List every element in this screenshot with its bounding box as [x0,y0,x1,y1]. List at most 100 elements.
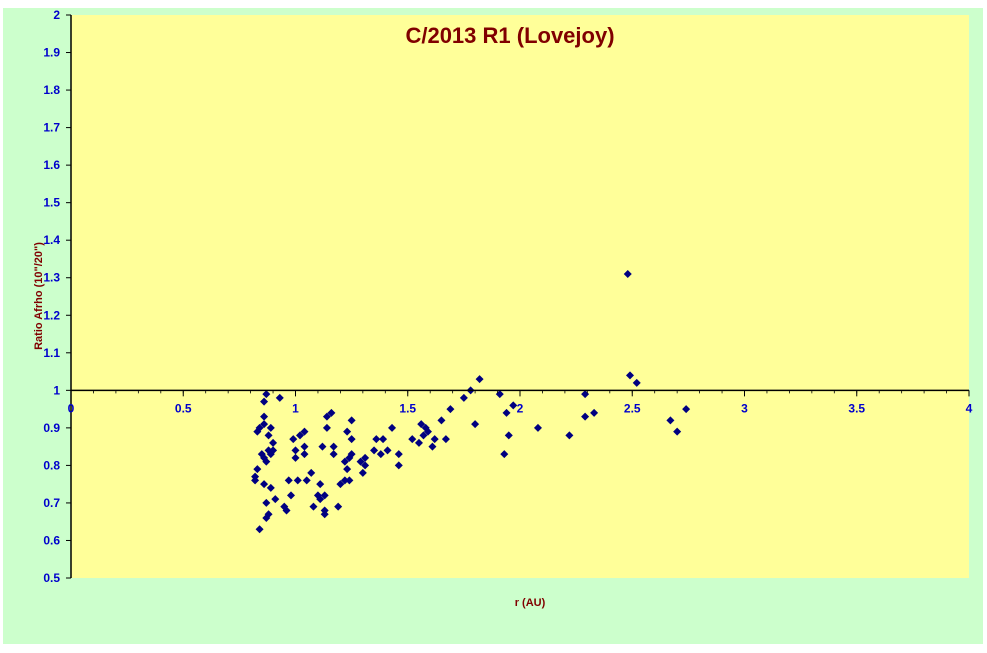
data-point [336,480,345,489]
data-point [632,378,641,387]
x-tick-label: 1 [292,401,299,415]
x-tick-label: 2 [517,401,524,415]
data-point [322,412,331,421]
data-point [300,450,309,459]
y-tick-label: 1.4 [43,233,60,247]
y-tick-label: 1.6 [43,158,60,172]
y-tick-label: 1.1 [43,346,60,360]
x-axis-title: r (AU) [515,597,546,609]
y-axis: 0.5 0.6 0.7 0.8 0.9 1 1.1 1.2 1.3 1.4 1.5 1.6 1.7 1.8… [43,8,72,585]
data-point [307,468,316,477]
data-point [441,435,450,444]
data-point [345,476,354,485]
y-tick-label: 1.9 [43,46,60,60]
data-point [533,423,542,432]
data-point [262,498,271,507]
data-point [255,423,264,432]
data-point [372,435,381,444]
data-point [287,491,296,500]
y-tick-label: 1.2 [43,308,60,322]
data-point [322,423,331,432]
data-point [347,416,356,425]
data-point [356,457,365,466]
y-tick-label: 1.3 [43,271,60,285]
data-point [509,401,518,410]
data-point [437,416,446,425]
y-tick-label: 0.8 [43,458,60,472]
data-point [284,476,293,485]
data-point [376,450,385,459]
data-point [673,427,682,436]
data-point [475,375,484,384]
plot-area [71,15,969,578]
data-point [666,416,675,425]
data-point [343,465,352,474]
x-axis: 0 0.5 1 1.5 2 2.5 3 3.5 4 [68,389,973,415]
data-point [682,405,691,414]
data-point [370,446,379,455]
data-point [471,420,480,429]
data-point [309,502,318,511]
data-point [295,431,304,440]
data-point [383,446,392,455]
y-tick-label: 0.6 [43,533,60,547]
data-point [262,390,271,399]
data-point [253,465,262,474]
data-point [269,438,278,447]
y-tick-label: 2 [53,8,60,22]
data-point [340,476,349,485]
data-point [500,450,509,459]
data-point [504,431,513,440]
data-point [394,461,403,470]
y-tick-label: 1.5 [43,196,60,210]
data-point [446,405,455,414]
y-tick-label: 0.5 [43,571,60,585]
data-point [502,408,511,417]
data-point [428,442,437,451]
data-point [327,408,336,417]
data-point [358,468,367,477]
chart-title: C/2013 R1 (Lovejoy) [405,23,614,48]
data-point [262,457,271,466]
data-point [302,476,311,485]
data-point [623,269,632,278]
data-point [318,442,327,451]
data-point [291,453,300,462]
y-tick-label: 0.9 [43,421,60,435]
data-point [394,450,403,459]
y-tick-label: 1.8 [43,83,60,97]
data-point [417,420,426,429]
data-point [408,435,417,444]
data-point [581,412,590,421]
data-point [260,412,269,421]
data-point [289,435,298,444]
y-tick-label: 0.7 [43,496,60,510]
data-point [320,510,329,519]
data-point [320,491,329,500]
data-point [334,502,343,511]
data-point [419,431,428,440]
data-point [266,483,275,492]
x-tick-label: 0 [68,401,75,415]
data-point [260,397,269,406]
data-point [269,446,278,455]
x-tick-label: 4 [966,401,973,415]
x-tick-label: 3.5 [848,401,865,415]
x-tick-label: 3 [741,401,748,415]
x-tick-label: 2.5 [624,401,641,415]
data-point [293,476,302,485]
data-point [626,371,635,380]
x-tick-label: 0.5 [175,401,192,415]
data-point [361,453,370,462]
data-point [255,525,264,534]
data-point [264,431,273,440]
data-point [329,450,338,459]
data-point [264,510,273,519]
data-point [282,506,291,515]
data-point [379,435,388,444]
data-point [565,431,574,440]
data-point [414,438,423,447]
data-point [423,427,432,436]
